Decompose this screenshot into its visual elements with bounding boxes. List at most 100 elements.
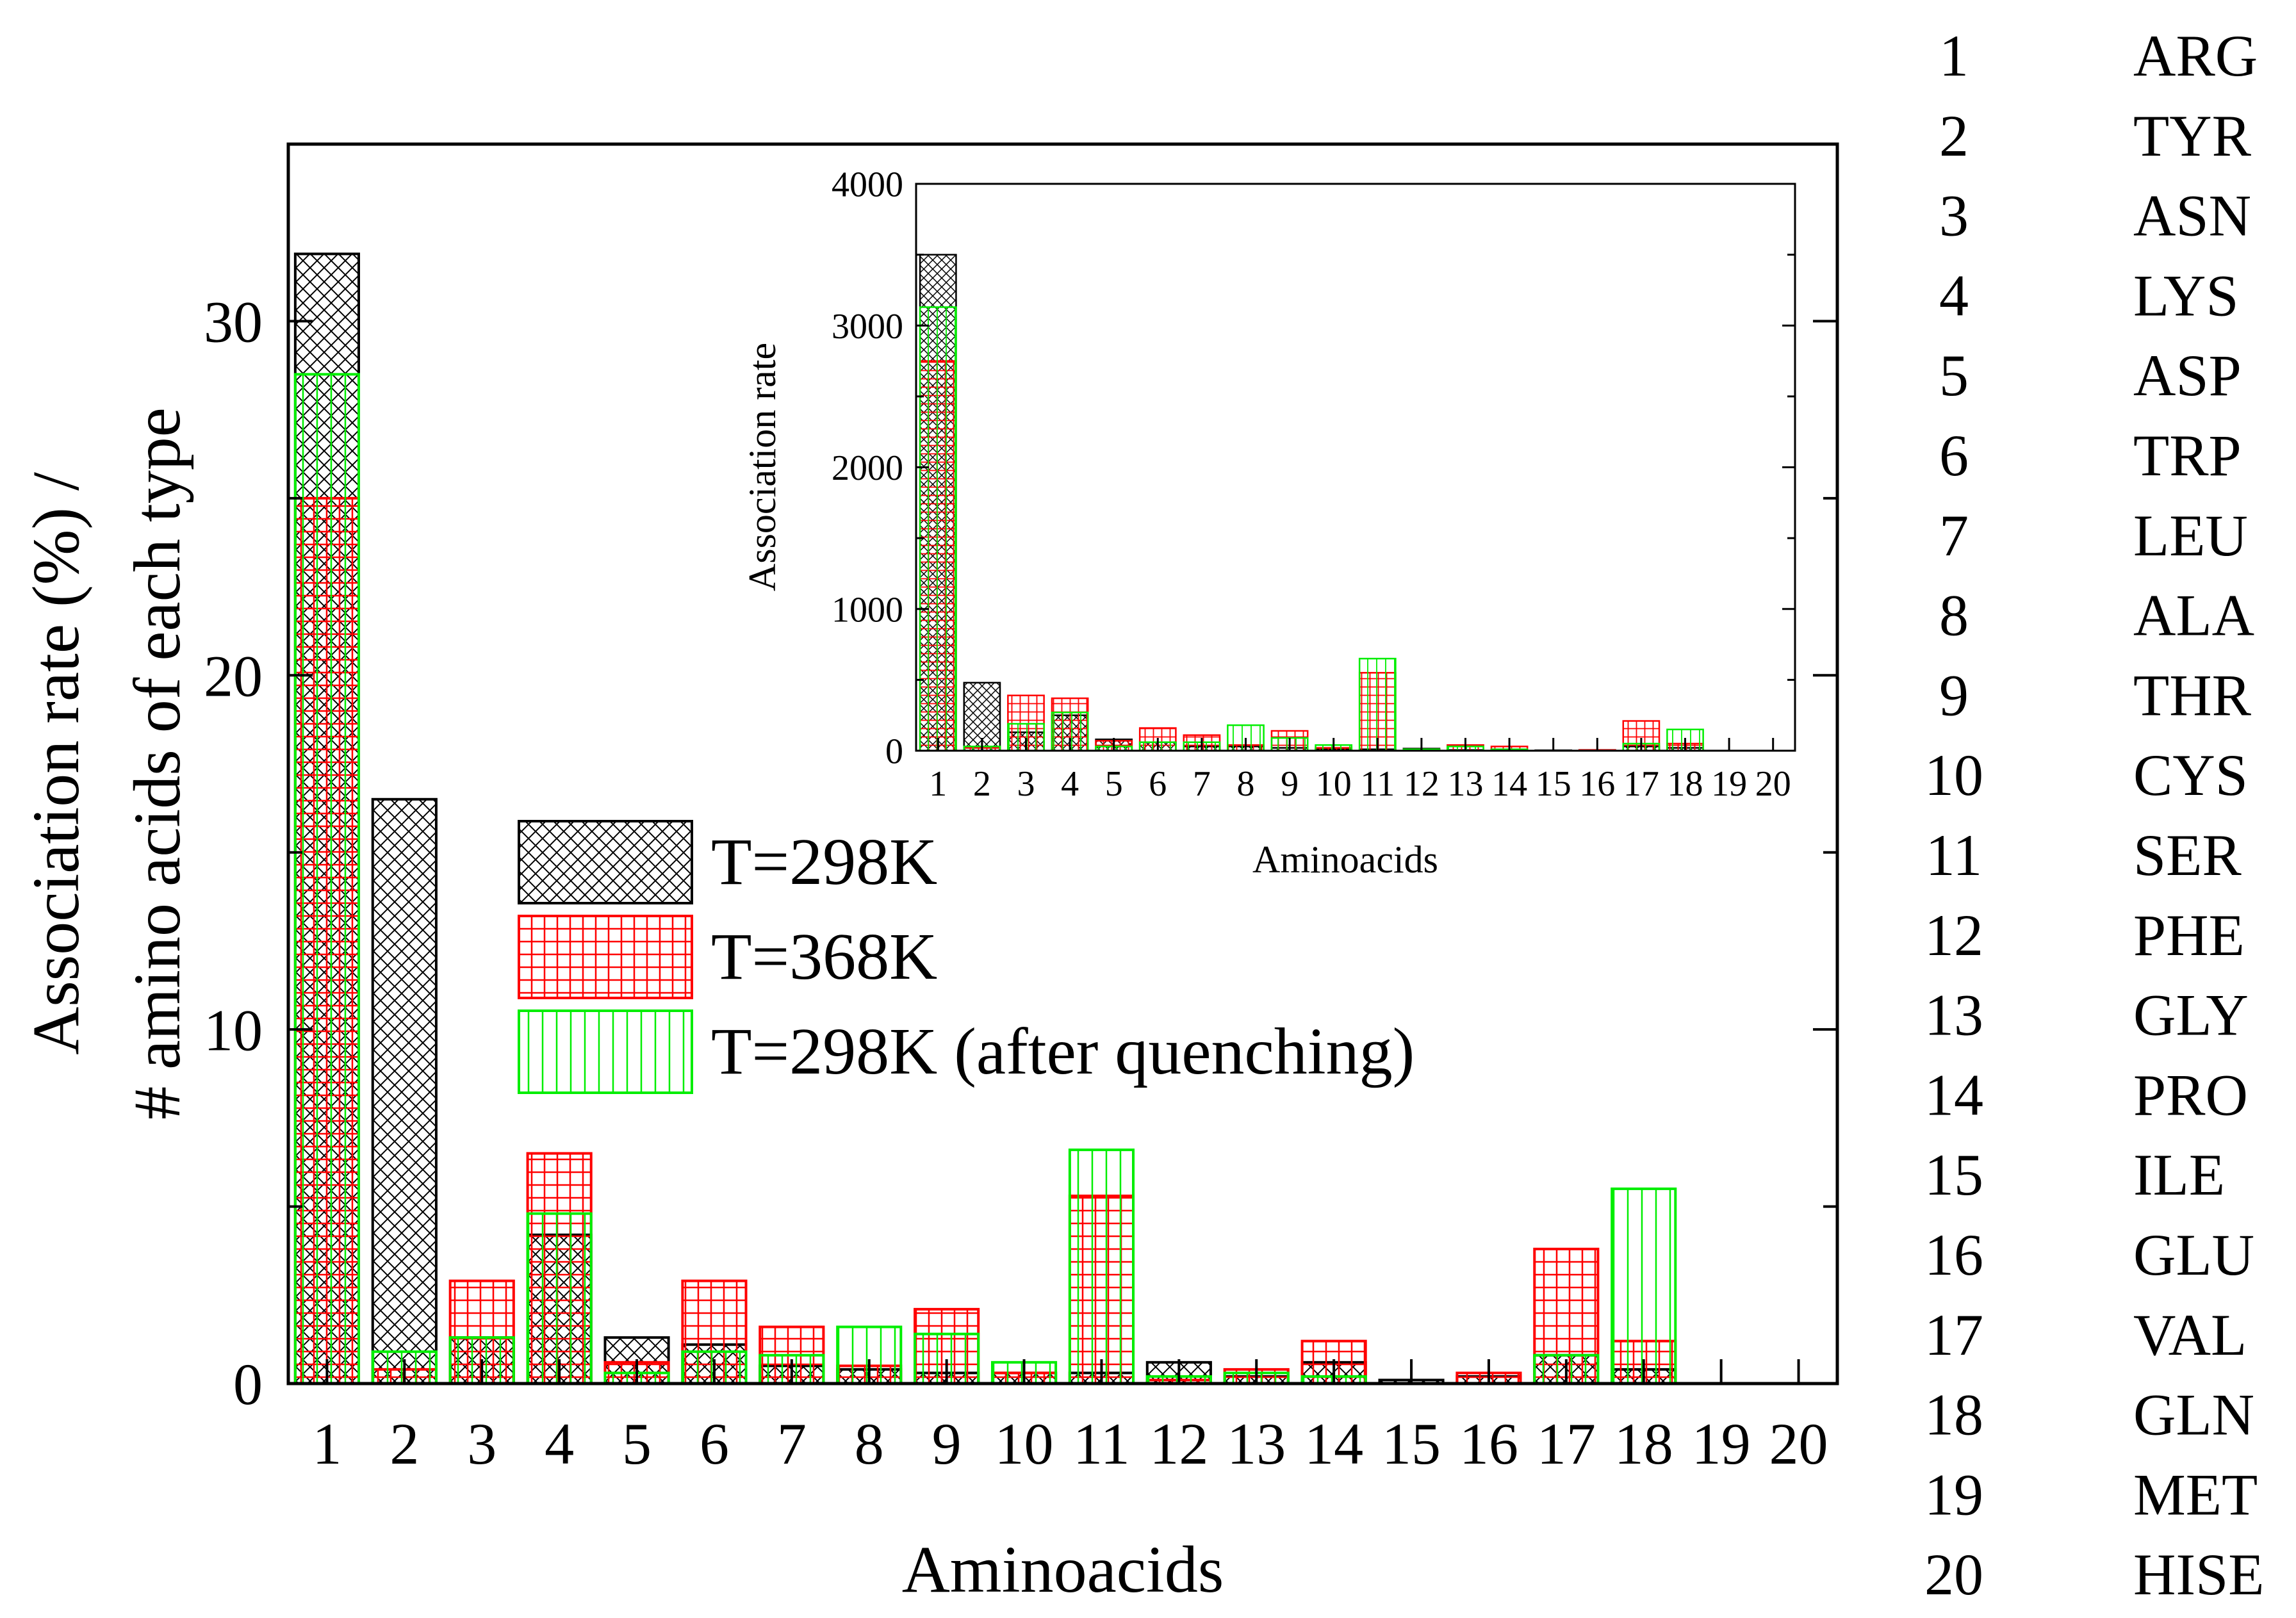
key-number: 14	[1924, 1062, 1983, 1127]
x-tick-label: 9	[1281, 764, 1299, 804]
main-y-axis-label-line1: Association rate (%) /	[19, 472, 93, 1055]
x-tick-label: 4	[1061, 764, 1079, 804]
legend-label-368: T=368K	[711, 920, 937, 993]
x-tick-label: 5	[622, 1411, 652, 1476]
key-number: 19	[1924, 1462, 1983, 1527]
y-tick-label: 0	[233, 1352, 263, 1417]
main-ticks	[288, 143, 1837, 1385]
key-number: 1	[1939, 23, 1969, 88]
x-tick-label: 16	[1579, 764, 1615, 804]
key-amino-acid: ASN	[2133, 183, 2251, 249]
key-number: 9	[1939, 662, 1969, 728]
x-tick-label: 6	[700, 1411, 729, 1476]
legend: T=298K T=368K T=298K (after quenching)	[518, 820, 1414, 1094]
main-x-axis-label: Aminoacids	[902, 1533, 1224, 1606]
y-tick-label: 0	[885, 732, 903, 772]
y-tick-label: 1000	[832, 590, 903, 630]
inset-x-axis-label: Aminoacids	[1252, 838, 1438, 881]
legend-label-quench: T=298K (after quenching)	[711, 1015, 1414, 1088]
key-amino-acid: GLU	[2133, 1222, 2254, 1287]
bar-quench-1	[293, 373, 361, 1385]
bar-quench-1	[919, 306, 957, 752]
x-tick-label: 12	[1149, 1411, 1208, 1476]
key-amino-acid: TYR	[2133, 103, 2252, 168]
y-tick-label: 10	[204, 997, 263, 1063]
inset-ticks	[916, 183, 1795, 752]
y-tick-label: 2000	[832, 448, 903, 488]
inset-x-tick-labels: 1 2 3 4 5 6 7 8 9 10 11 12 13 14 15 16 17 18 19 20	[929, 764, 1791, 804]
key-amino-acid: ASP	[2133, 343, 2242, 408]
key-number: 10	[1924, 742, 1983, 808]
x-tick-label: 17	[1537, 1411, 1596, 1476]
main-x-tick-labels: 1 2 3 4 5 6 7 8 9 10 11 12 13 14 15 16 17 18 19 20	[312, 1411, 1828, 1476]
x-tick-label: 15	[1536, 764, 1571, 804]
x-tick-label: 8	[855, 1411, 884, 1476]
legend-swatch-298	[518, 820, 693, 904]
key-number: 11	[1926, 822, 1983, 888]
key-number: 15	[1924, 1142, 1983, 1207]
x-tick-label: 12	[1404, 764, 1439, 804]
x-tick-label: 8	[1237, 764, 1255, 804]
key-number: 12	[1924, 903, 1983, 968]
x-tick-label: 19	[1692, 1411, 1751, 1476]
x-tick-label: 13	[1448, 764, 1484, 804]
key-number: 7	[1939, 503, 1969, 568]
inset-y-tick-labels: 0 1000 2000 3000 4000	[832, 165, 903, 772]
key-number: 4	[1939, 263, 1969, 328]
key-amino-acid: LEU	[2133, 503, 2248, 568]
y-tick-label: 30	[204, 290, 263, 355]
x-tick-label: 20	[1755, 764, 1791, 804]
bar-quench-18	[1611, 1187, 1677, 1385]
key-amino-acid: VAL	[2133, 1302, 2247, 1368]
x-tick-label: 4	[545, 1411, 574, 1476]
x-tick-label: 10	[1316, 764, 1352, 804]
x-tick-label: 11	[1360, 764, 1395, 804]
x-tick-label: 3	[1017, 764, 1035, 804]
x-tick-label: 15	[1382, 1411, 1441, 1476]
bar-298k-2	[963, 682, 1001, 752]
x-tick-label: 17	[1623, 764, 1659, 804]
key-number: 2	[1939, 103, 1969, 168]
bar-quench-11	[1358, 657, 1397, 752]
key-amino-acid: TRP	[2133, 423, 2242, 488]
x-tick-label: 14	[1304, 1411, 1363, 1476]
legend-swatch-quench	[518, 1009, 693, 1094]
x-tick-label: 9	[932, 1411, 962, 1476]
x-tick-label: 16	[1459, 1411, 1518, 1476]
key-number: 20	[1924, 1542, 1983, 1607]
x-tick-label: 20	[1769, 1411, 1828, 1476]
x-tick-label: 7	[1193, 764, 1211, 804]
key-number: 6	[1939, 423, 1969, 488]
key-number: 18	[1924, 1382, 1983, 1448]
key-amino-acid: GLN	[2133, 1382, 2254, 1448]
key-amino-acid: HISE	[2133, 1542, 2264, 1607]
key-amino-acid: ALA	[2133, 583, 2254, 648]
key-number: 5	[1939, 343, 1969, 408]
key-amino-acid: CYS	[2133, 742, 2248, 808]
key-amino-acid: THR	[2133, 662, 2252, 728]
legend-swatch-368	[518, 915, 693, 999]
x-tick-label: 2	[973, 764, 991, 804]
x-tick-label: 7	[777, 1411, 807, 1476]
x-tick-label: 3	[467, 1411, 496, 1476]
main-y-tick-labels: 0 10 20 30	[204, 290, 263, 1418]
x-tick-label: 18	[1668, 764, 1703, 804]
bar-quench-4	[526, 1212, 593, 1385]
y-tick-label: 4000	[832, 165, 903, 205]
amino-acid-key: 1 ARG 2 TYR 3 ASN 4 LYS 5 ASP 6 TRP 7 LEU 8 ALA 9 THR 10 CY…	[1924, 23, 2264, 1607]
x-tick-label: 2	[390, 1411, 419, 1476]
key-amino-acid: LYS	[2133, 263, 2239, 328]
inset-background	[916, 184, 1795, 751]
key-number: 17	[1924, 1302, 1983, 1368]
key-number: 3	[1939, 183, 1969, 249]
key-number: 13	[1924, 983, 1983, 1048]
key-amino-acid: MET	[2133, 1462, 2258, 1527]
x-tick-label: 18	[1614, 1411, 1673, 1476]
x-tick-label: 1	[312, 1411, 341, 1476]
key-number: 16	[1924, 1222, 1983, 1287]
key-amino-acid: SER	[2133, 822, 2242, 888]
x-tick-label: 19	[1711, 764, 1747, 804]
